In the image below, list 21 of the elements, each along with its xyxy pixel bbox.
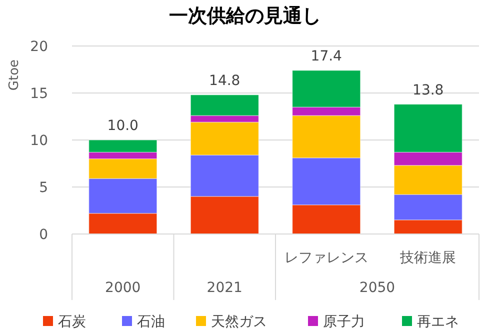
y-tick-label: 5 <box>39 180 48 196</box>
total-label: 17.4 <box>310 48 342 64</box>
text: 2050 <box>359 280 396 296</box>
total-label: 13.8 <box>412 82 444 98</box>
x-tick-label: 2021 <box>206 280 242 296</box>
y-tick-label: 10 <box>30 133 48 149</box>
y-tick-label: 0 <box>39 227 48 243</box>
y-axis-title: Gtoe <box>7 59 22 91</box>
chart-title: 一次供給の見通し <box>169 5 321 27</box>
x-tick-label: レファレンス <box>284 250 368 266</box>
legend-label: 原子力 <box>323 314 365 330</box>
legend-label: 石油 <box>137 314 165 330</box>
total-label: 14.8 <box>209 72 240 89</box>
x-tick-label: 2000 <box>105 280 141 296</box>
legend-label: 石炭 <box>58 314 86 330</box>
legend-label: 天然ガス <box>211 314 267 330</box>
x-tick-label: 技術進展 <box>399 250 456 266</box>
y-tick-label: 20 <box>30 39 48 55</box>
legend-label: 再エネ <box>417 314 459 330</box>
y-tick-label: 15 <box>30 86 48 102</box>
total-label: 10.0 <box>107 118 138 134</box>
